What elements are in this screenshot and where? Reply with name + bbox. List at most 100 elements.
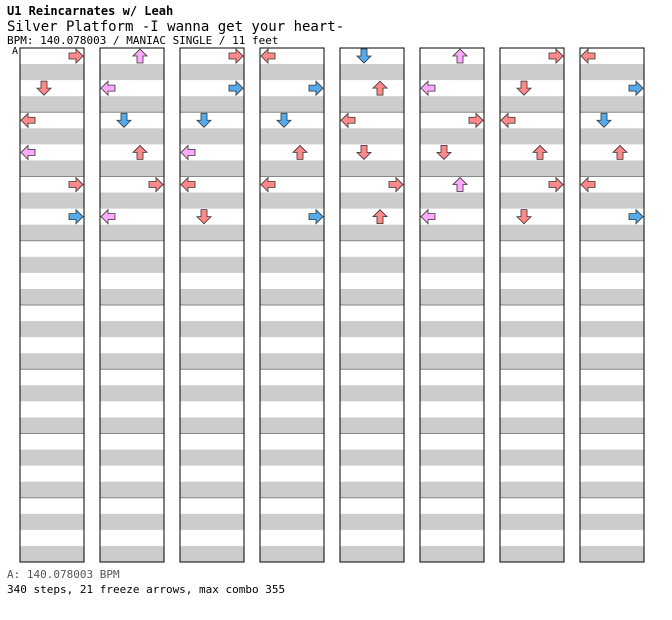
beat-stripe <box>580 128 644 145</box>
beat-stripe <box>500 449 564 466</box>
beat-stripe <box>420 96 484 113</box>
beat-stripe <box>20 256 84 273</box>
beat-stripe <box>500 192 564 209</box>
beat-stripe <box>20 449 84 466</box>
step-arrow-right <box>468 112 484 129</box>
beat-stripe <box>180 545 244 562</box>
beat-stripe <box>20 353 84 370</box>
beat-stripe <box>340 385 404 402</box>
chart-column-border <box>579 47 645 563</box>
beat-stripe <box>500 385 564 402</box>
beat-stripe <box>180 481 244 498</box>
beat-stripe <box>180 96 244 113</box>
beat-stripe <box>420 64 484 81</box>
beat-stripe <box>260 128 324 145</box>
beat-stripe <box>260 385 324 402</box>
step-arrow-up <box>132 48 148 64</box>
step-arrow-left <box>260 48 276 64</box>
beat-stripe <box>580 513 644 530</box>
beat-stripe <box>20 417 84 434</box>
beat-stripe <box>420 513 484 530</box>
step-arrow-left <box>20 112 36 129</box>
step-arrow-right <box>388 176 404 193</box>
beat-stripe <box>580 192 644 209</box>
beat-stripe <box>580 160 644 177</box>
beat-stripe <box>340 224 404 241</box>
step-arrow-left <box>340 112 356 129</box>
beat-stripe <box>500 353 564 370</box>
beat-stripe <box>180 353 244 370</box>
beat-stripe <box>20 224 84 241</box>
footer-bpm: A: 140.078003 BPM <box>7 568 120 581</box>
beat-stripe <box>180 256 244 273</box>
beat-stripe <box>420 545 484 562</box>
beat-stripe <box>100 224 164 241</box>
beat-stripe <box>340 64 404 81</box>
step-arrow-left <box>180 144 196 161</box>
beat-stripe <box>580 417 644 434</box>
chart-column-border <box>499 47 565 563</box>
beat-stripe <box>100 160 164 177</box>
step-arrow-right <box>548 48 564 64</box>
beat-stripe <box>100 128 164 145</box>
beat-stripe <box>100 385 164 402</box>
beat-stripe <box>420 321 484 338</box>
beat-stripe <box>260 256 324 273</box>
beat-stripe <box>500 160 564 177</box>
beat-stripe <box>340 96 404 113</box>
beat-stripe <box>500 64 564 81</box>
beat-stripe <box>20 513 84 530</box>
step-arrow-up <box>532 144 548 160</box>
step-arrow-left <box>580 48 596 64</box>
beat-stripe <box>100 449 164 466</box>
beat-stripe <box>100 192 164 209</box>
beat-stripe <box>260 321 324 338</box>
beat-stripe <box>100 64 164 81</box>
beat-stripe <box>500 321 564 338</box>
beat-stripe <box>500 128 564 145</box>
chart-column-border <box>19 47 85 563</box>
beat-stripe <box>500 481 564 498</box>
step-arrow-down <box>196 209 212 225</box>
beat-stripe <box>20 64 84 81</box>
step-arrow-right <box>308 80 324 97</box>
step-arrow-up <box>132 144 148 160</box>
beat-stripe <box>420 481 484 498</box>
beat-stripe <box>20 96 84 113</box>
beat-stripe <box>420 353 484 370</box>
beat-stripe <box>420 256 484 273</box>
step-arrow-left <box>580 176 596 193</box>
step-arrow-right <box>628 208 644 225</box>
beat-stripe <box>100 417 164 434</box>
step-arrow-down <box>516 209 532 225</box>
chart-column-border <box>339 47 405 563</box>
beat-stripe <box>420 224 484 241</box>
beat-stripe <box>340 192 404 209</box>
beat-stripe <box>260 160 324 177</box>
step-arrow-up <box>292 144 308 160</box>
beat-stripe <box>180 288 244 305</box>
beat-stripe <box>500 288 564 305</box>
beat-stripe <box>100 353 164 370</box>
step-arrow-down <box>356 48 372 64</box>
step-arrow-right <box>148 176 164 193</box>
chart-column-border <box>259 47 325 563</box>
beat-stripe <box>100 288 164 305</box>
step-arrow-left <box>500 112 516 129</box>
beat-stripe <box>580 288 644 305</box>
beat-stripe <box>180 417 244 434</box>
step-arrow-down <box>36 80 52 96</box>
step-arrow-left <box>20 144 36 161</box>
beat-stripe <box>100 513 164 530</box>
beat-stripe <box>260 96 324 113</box>
step-arrow-up <box>372 209 388 225</box>
step-arrow-left <box>420 208 436 225</box>
chart-column-border <box>179 47 245 563</box>
step-arrow-down <box>196 112 212 128</box>
beat-stripe <box>500 256 564 273</box>
beat-stripe <box>580 224 644 241</box>
beat-stripe <box>580 449 644 466</box>
chart-meta: BPM: 140.078003 / MANIAC SINGLE / 11 fee… <box>7 34 279 47</box>
beat-stripe <box>340 256 404 273</box>
